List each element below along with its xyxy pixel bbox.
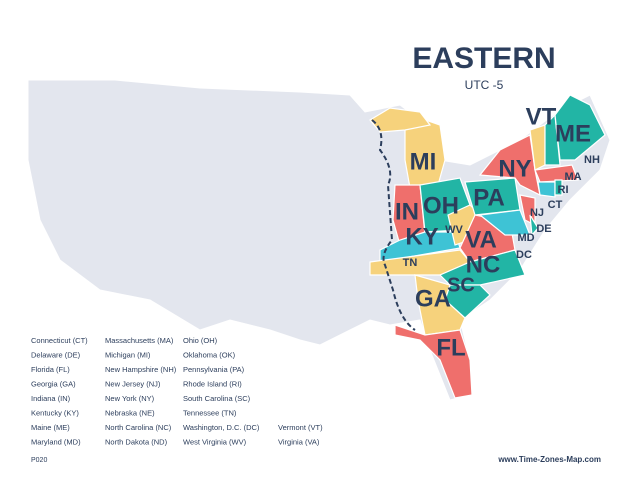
zone-boundary: [371, 119, 416, 331]
state-label: DC: [516, 249, 532, 261]
state-label: NC: [466, 251, 501, 278]
legend-item: Maryland (MD): [31, 437, 81, 446]
state-label: NY: [498, 155, 531, 182]
legend: Connecticut (CT) Delaware (DE) Florida (FL…: [31, 336, 323, 447]
state-label: OH: [423, 192, 459, 219]
state-ga: [414, 274, 466, 336]
legend-item: Massachusetts (MA): [105, 336, 174, 345]
legend-item: West Virginia (WV): [183, 437, 247, 446]
legend-item: North Carolina (NC): [105, 423, 172, 432]
legend-item: Vermont (VT): [278, 423, 323, 432]
code: P020: [31, 457, 47, 464]
legend-item: Rhode Island (RI): [183, 379, 242, 388]
legend-item: Georgia (GA): [31, 379, 76, 388]
legend-item: Kentucky (KY): [31, 408, 79, 417]
state-label: MD: [517, 232, 534, 244]
legend-item: Virginia (VA): [278, 437, 320, 446]
legend-item: Washington, D.C. (DC): [183, 423, 260, 432]
state-mi-up: [369, 107, 432, 133]
state-label: PA: [473, 184, 505, 211]
state-label: WV: [445, 224, 463, 236]
state-label: MA: [564, 171, 581, 183]
legend-item: Maine (ME): [31, 423, 70, 432]
legend-item: Connecticut (CT): [31, 336, 88, 345]
state-ma: [534, 164, 579, 183]
state-label: NJ: [530, 207, 544, 219]
legend-item: Michigan (MI): [105, 350, 151, 359]
legend-item: Ohio (OH): [183, 336, 218, 345]
state-label: GA: [415, 285, 451, 312]
state-label: DE: [536, 223, 551, 235]
legend-item: Pennsylvania (PA): [183, 365, 245, 374]
title: EASTERN: [412, 42, 555, 75]
legend-item: New Hampshire (NH): [105, 365, 177, 374]
website: www.Time-Zones-Map.com: [497, 455, 601, 464]
legend-item: Tennessee (TN): [183, 408, 237, 417]
legend-item: New York (NY): [105, 394, 155, 403]
eastern-states: [369, 94, 606, 399]
state-fl: [394, 324, 473, 399]
legend-item: Indiana (IN): [31, 394, 71, 403]
state-label: IN: [395, 198, 419, 225]
state-label: ME: [555, 120, 591, 147]
state-label: SC: [447, 274, 475, 296]
state-label: MI: [410, 148, 437, 175]
state-label: CT: [548, 199, 563, 211]
state-label: RI: [558, 184, 569, 196]
legend-item: New Jersey (NJ): [105, 379, 161, 388]
legend-item: Oklahoma (OK): [183, 350, 236, 359]
state-me: [554, 94, 606, 161]
state-label: VT: [526, 103, 557, 130]
state-md: [478, 209, 531, 236]
legend-item: South Carolina (SC): [183, 394, 251, 403]
state-label: KY: [405, 223, 438, 250]
state-ct: [537, 181, 556, 198]
state-label: NH: [584, 154, 600, 166]
state-label: FL: [436, 334, 465, 361]
legend-item: Delaware (DE): [31, 350, 81, 359]
state-label: TN: [403, 257, 418, 269]
legend-item: Nebraska (NE): [105, 408, 155, 417]
state-de: [529, 214, 539, 237]
subtitle: UTC -5: [465, 78, 504, 92]
legend-item: North Dakota (ND): [105, 437, 168, 446]
legend-item: Florida (FL): [31, 365, 70, 374]
state-ri: [554, 179, 563, 196]
state-label: VA: [465, 226, 497, 253]
